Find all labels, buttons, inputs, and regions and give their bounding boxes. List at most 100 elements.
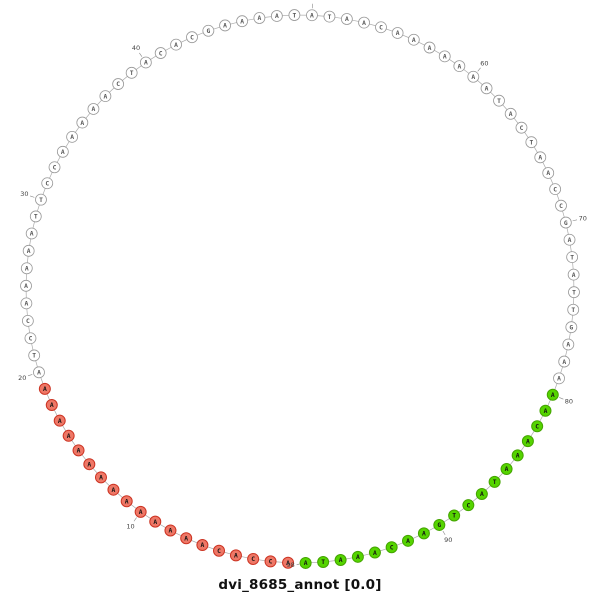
nucleotide-letter-4: A bbox=[234, 553, 238, 560]
nucleotide-4 bbox=[229, 549, 242, 562]
nucleotide-64 bbox=[515, 121, 528, 134]
nucleotide-letter-36: A bbox=[92, 106, 96, 113]
nucleotide-73 bbox=[567, 268, 580, 281]
nucleotide-34 bbox=[66, 130, 79, 143]
position-tick-40 bbox=[139, 52, 143, 57]
nucleotide-letter-6: A bbox=[201, 542, 205, 549]
nucleotide-17 bbox=[53, 414, 66, 427]
nucleotide-letter-35: A bbox=[80, 120, 84, 127]
nucleotide-35 bbox=[76, 116, 89, 129]
nucleotide-letter-93: C bbox=[390, 544, 394, 551]
nucleotide-30 bbox=[35, 193, 47, 206]
nucleotide-41 bbox=[154, 47, 167, 59]
nucleotide-letter-48: A bbox=[275, 13, 279, 20]
nucleotide-66 bbox=[534, 151, 547, 164]
nucleotide-79 bbox=[553, 372, 565, 385]
nucleotide-97 bbox=[317, 556, 330, 569]
nucleotide-letter-8: A bbox=[169, 528, 173, 535]
nucleotide-letter-76: G bbox=[569, 324, 573, 331]
nucleotide-letter-71: A bbox=[568, 237, 572, 244]
nucleotide-letter-24: A bbox=[24, 301, 28, 308]
nucleotide-75 bbox=[567, 303, 580, 316]
position-label-40: 40 bbox=[132, 44, 140, 52]
nucleotide-letter-30: T bbox=[39, 197, 43, 204]
nucleotide-90 bbox=[433, 518, 446, 531]
nucleotide-93 bbox=[385, 541, 398, 554]
nucleotide-22 bbox=[24, 332, 37, 345]
position-tick-80 bbox=[559, 397, 564, 400]
nucleotide-25 bbox=[20, 279, 32, 292]
nucleotide-51 bbox=[323, 10, 336, 23]
nucleotide-12 bbox=[107, 483, 120, 496]
nucleotide-letter-79: A bbox=[557, 376, 561, 383]
nucleotide-63 bbox=[504, 107, 517, 120]
nucleotide-60 bbox=[467, 70, 480, 83]
position-tick-30 bbox=[30, 195, 35, 198]
nucleotide-letter-27: A bbox=[27, 248, 31, 255]
nucleotide-letter-50: A bbox=[310, 12, 314, 19]
nucleotide-18 bbox=[45, 399, 58, 412]
nucleotide-72 bbox=[566, 251, 579, 264]
nucleotide-letter-38: C bbox=[116, 81, 120, 88]
nucleotide-67 bbox=[542, 167, 555, 179]
nucleotide-letter-23: C bbox=[26, 318, 30, 325]
nucleotide-28 bbox=[25, 227, 38, 240]
nucleotide-letter-77: A bbox=[566, 342, 570, 349]
nucleotide-26 bbox=[20, 262, 33, 275]
nucleotide-letter-74: T bbox=[572, 289, 576, 296]
nucleotide-68 bbox=[549, 183, 562, 196]
nucleotide-5 bbox=[213, 544, 226, 557]
nucleotide-letter-63: A bbox=[509, 111, 513, 118]
nucleotide-40 bbox=[139, 56, 152, 69]
nucleotide-letter-33: A bbox=[61, 149, 65, 156]
nucleotide-letter-17: A bbox=[58, 418, 62, 425]
nucleotide-letter-5: C bbox=[217, 548, 221, 555]
nucleotide-87 bbox=[475, 487, 488, 500]
nucleotide-letter-32: C bbox=[53, 164, 57, 171]
nucleotide-letter-60: A bbox=[471, 74, 475, 81]
nucleotide-letter-13: A bbox=[99, 475, 103, 482]
nucleotide-letter-1: A bbox=[286, 560, 290, 567]
nucleotide-letter-11: A bbox=[125, 498, 129, 505]
nucleotide-letter-37: A bbox=[103, 93, 107, 100]
nucleotide-81 bbox=[539, 404, 552, 417]
nucleotide-95 bbox=[351, 550, 364, 563]
nucleotide-47 bbox=[253, 12, 266, 24]
nucleotide-32 bbox=[48, 161, 61, 174]
nucleotide-letter-66: A bbox=[538, 155, 542, 162]
nucleotide-letter-26: A bbox=[25, 265, 29, 272]
position-label-98: 98 bbox=[286, 561, 294, 569]
nucleotide-46 bbox=[236, 15, 249, 28]
nucleotide-letter-16: A bbox=[67, 433, 71, 440]
nucleotide-letter-62: T bbox=[497, 98, 501, 105]
nucleotide-letter-86: T bbox=[493, 479, 497, 486]
nucleotide-85 bbox=[500, 463, 513, 476]
nucleotide-letter-15: A bbox=[77, 448, 81, 455]
nucleotide-78 bbox=[558, 355, 571, 368]
nucleotide-letter-46: A bbox=[240, 18, 244, 25]
nucleotide-letter-2: C bbox=[269, 559, 273, 566]
nucleotide-94 bbox=[368, 546, 381, 559]
nucleotide-21 bbox=[28, 349, 41, 362]
nucleotide-letter-18: A bbox=[50, 402, 54, 409]
nucleotide-letter-20: A bbox=[37, 370, 41, 377]
nucleotide-86 bbox=[488, 475, 501, 488]
nucleotide-29 bbox=[29, 210, 42, 223]
nucleotide-letter-94: A bbox=[373, 550, 377, 557]
nucleotide-letter-3: C bbox=[251, 556, 255, 563]
nucleotide-letter-58: A bbox=[443, 54, 447, 61]
nucleotide-82 bbox=[531, 420, 544, 433]
nucleotide-61 bbox=[480, 82, 493, 95]
nucleotide-letter-61: A bbox=[485, 86, 489, 93]
nucleotide-letter-52: A bbox=[345, 16, 349, 23]
position-tick-70 bbox=[572, 219, 578, 222]
nucleotide-letter-89: T bbox=[452, 513, 456, 520]
position-label-30: 30 bbox=[20, 190, 28, 198]
nucleotide-54 bbox=[375, 21, 387, 34]
nucleotide-letter-14: A bbox=[87, 461, 91, 468]
nucleotide-letter-97: T bbox=[321, 559, 325, 566]
nucleotide-2 bbox=[264, 555, 277, 568]
nucleotide-letter-84: A bbox=[516, 453, 520, 460]
nucleotide-8 bbox=[164, 524, 177, 537]
nucleotide-letter-51: T bbox=[328, 14, 332, 21]
